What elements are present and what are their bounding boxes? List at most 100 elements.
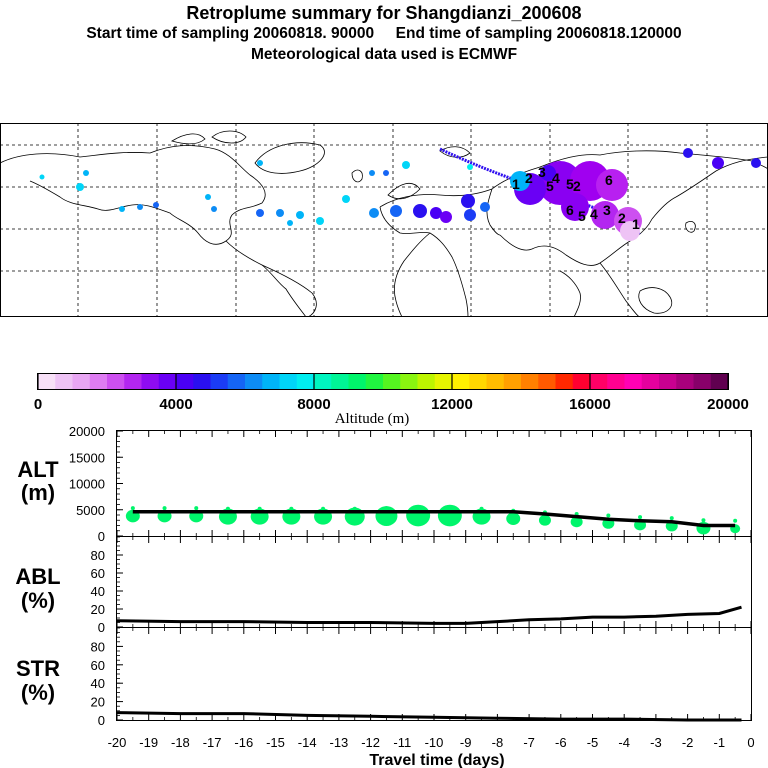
plume-cluster [461,194,475,208]
x-tick-label: -17 [203,735,222,750]
colorbar-cell [486,374,505,389]
alt-spread-marker-upper [479,506,484,511]
colorbar-cell [348,374,367,389]
x-tick-label: -13 [330,735,349,750]
plume-cluster [296,211,304,219]
y-tick-label: 60 [91,566,105,581]
x-tick-label: -5 [587,735,599,750]
str-panel-frame [116,627,752,721]
alt-spread-marker-upper [289,506,294,511]
colorbar-cell [521,374,539,389]
alt-spread-marker-upper [384,506,389,511]
alt-spread-marker-upper [701,518,706,523]
receptor-label: 3 [603,202,611,218]
colorbar-tick-label: 8000 [297,396,330,413]
colorbar-cell [624,374,643,389]
plume-cluster [153,202,159,208]
alt-spread-marker-upper [162,506,167,511]
colorbar-cell [158,374,177,389]
colorbar-tick-label: 0 [34,396,42,413]
colorbar-cell [89,374,108,389]
colorbar-cell [538,374,556,389]
colorbar-cell [693,374,712,389]
colorbar-cell [572,374,591,389]
colorbar-cell [607,374,625,389]
colorbar-tick-label: 4000 [159,396,192,413]
x-tick-label: -3 [650,735,662,750]
plume-cluster [440,211,452,223]
colorbar-cell [193,374,211,389]
time-series-panels: 20000 15000 10000 5000 0 ALT (m) 80 60 40 20 0 A… [15,424,754,768]
colorbar-cell [710,374,729,389]
plume-cluster [467,164,473,170]
plume-cluster [257,160,263,166]
receptor-label: 1 [632,216,640,232]
retroplume-map: 1 2 3 4 5 6 6 5 4 3 2 1 5 2 [0,123,768,317]
colorbar-cell [262,374,280,389]
alt-spread-marker-upper [669,516,674,521]
colorbar-tick-label: 12000 [431,396,473,413]
plume-cluster [596,169,628,201]
x-tick-label: -14 [298,735,317,750]
colorbar-cells [38,374,729,389]
alt-spread-marker [538,514,551,526]
y-tick-label: 0 [98,529,105,544]
x-tick-label: -7 [523,735,535,750]
str-panel-label: STR [16,656,60,681]
x-tick-label: -8 [492,735,504,750]
colorbar-cell [452,374,470,389]
alt-spread-marker-upper [257,506,262,511]
plume-cluster [256,209,264,217]
colorbar-cell [38,374,56,389]
x-tick-label: -19 [139,735,158,750]
x-axis-label: Travel time (days) [369,752,504,768]
alt-y-ticks: 20000 15000 10000 5000 0 [69,424,123,544]
colorbar-cell [227,374,246,389]
receptor-label: 5 [546,178,554,194]
y-tick-label: 80 [91,639,105,654]
colorbar-cell [469,374,487,389]
colorbar-tick-label: 16000 [569,396,611,413]
y-tick-label: 20000 [69,424,105,439]
colorbar-cell [124,374,142,389]
abl-panel-frame [116,536,752,628]
plume-cluster [83,170,89,176]
x-tick-label: -12 [361,735,380,750]
y-tick-label: 80 [91,548,105,563]
plume-cluster [137,204,143,210]
str-panel: 80 60 40 20 0 STR (%) [16,627,752,728]
plume-cluster [205,194,211,200]
receptor-label: 6 [566,202,574,218]
plume-cluster [119,206,125,212]
colorbar-label: Altitude (m) [335,411,410,426]
colorbar-cell [590,374,608,389]
receptor-label: 1 [512,176,520,192]
alt-spread-marker-upper [606,513,611,518]
alt-spread-marker-upper [225,506,230,511]
plume-cluster [369,170,375,176]
receptor-labels: 1 2 3 4 5 6 6 5 4 3 2 1 5 2 [512,164,640,232]
colorbar-cell [676,374,694,389]
x-tick-label: -1 [714,735,726,750]
y-tick-label: 0 [98,713,105,728]
colorbar-cell [383,374,401,389]
receptor-label: 6 [605,172,613,188]
x-tick-label: -2 [682,735,694,750]
colorbar-cell [659,374,677,389]
alt-mean-line [132,510,736,528]
alt-spread-marker-upper [194,506,199,511]
colorbar-cell [55,374,73,389]
colorbar-cell [107,374,125,389]
str-panel-units: (%) [21,680,55,705]
colorbar-cell [641,374,660,389]
x-tick-label: -18 [171,735,190,750]
abl-line [116,605,742,625]
y-tick-label: 5000 [76,503,105,518]
y-tick-label: 60 [91,658,105,673]
alt-panel-label: ALT [17,457,59,482]
plume-cluster [620,221,640,241]
plume-cluster [402,161,410,169]
alt-panel: 20000 15000 10000 5000 0 ALT (m) [17,424,752,544]
alt-spread-marker-upper [733,518,738,523]
y-tick-label: 20 [91,602,105,617]
